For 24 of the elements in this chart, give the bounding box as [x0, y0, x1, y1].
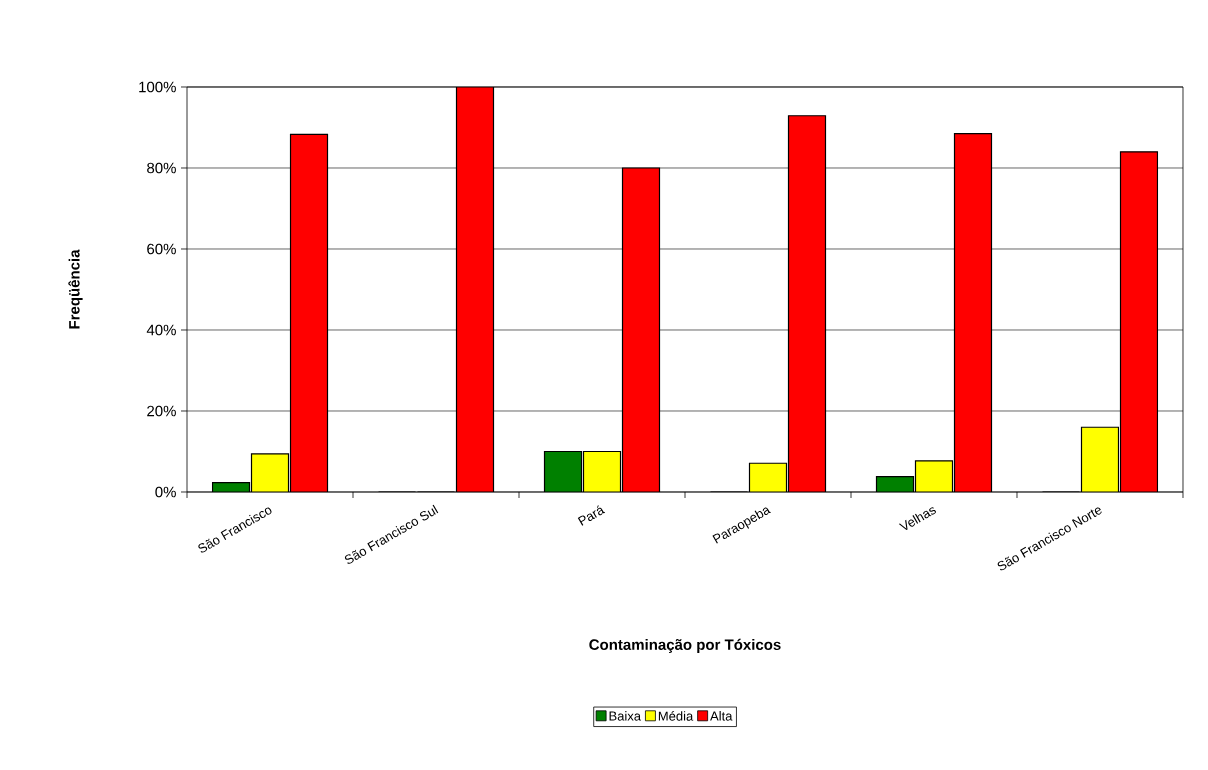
bar	[787, 115, 827, 492]
bar	[748, 462, 788, 492]
bar	[914, 460, 954, 492]
bar	[1119, 151, 1159, 492]
bar	[953, 132, 993, 492]
legend-label: Baixa	[609, 711, 642, 721]
y-tick-label: 80%	[147, 162, 176, 174]
bar	[251, 453, 289, 492]
y-axis-title: Freqüência	[68, 249, 83, 329]
bar	[543, 450, 583, 492]
y-tick-label: 20%	[147, 405, 176, 417]
y-tick-label: 0%	[155, 486, 176, 498]
bar	[1080, 426, 1120, 492]
y-tick-label: 60%	[147, 243, 176, 255]
y-tick-label: 100%	[139, 81, 176, 93]
x-axis-title: Contaminação por Tóxicos	[589, 638, 781, 653]
legend-label: Alta	[710, 711, 733, 721]
bar	[455, 86, 495, 492]
y-tick-label: 40%	[146, 324, 176, 336]
x-tick-label: Pará	[577, 505, 606, 526]
bar	[582, 450, 622, 492]
bar	[290, 134, 328, 492]
legend-label: Média	[658, 711, 694, 721]
bar	[621, 167, 661, 492]
